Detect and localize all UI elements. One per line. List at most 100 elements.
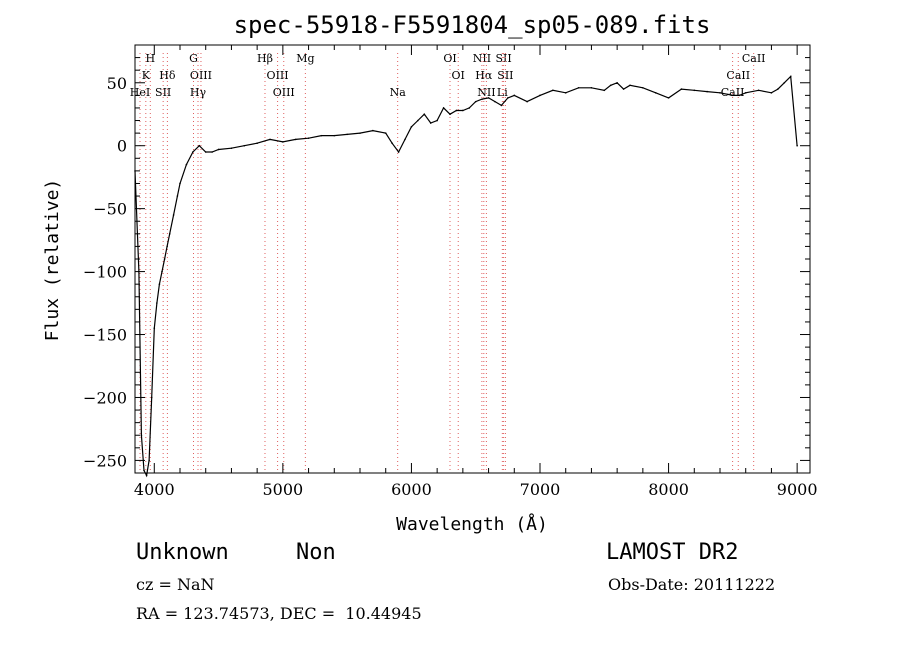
x-tick-label: 5000: [262, 480, 303, 499]
spectrum-point: [294, 138, 297, 141]
line-marker-label: CaII: [742, 52, 766, 65]
y-tick-label: −150: [83, 326, 127, 345]
x-tick-label: 8000: [648, 480, 689, 499]
spectrum-point: [384, 132, 387, 134]
spectrum-point: [732, 94, 734, 97]
x-axis-label: Wavelength (Å): [396, 513, 548, 535]
line-marker-label: OI: [452, 69, 465, 82]
spectrum-point: [487, 97, 490, 99]
spectrum-point: [168, 233, 171, 235]
line-marker-label: OIII: [273, 86, 295, 99]
spectrum-point: [462, 109, 464, 112]
spectrum-point: [156, 302, 158, 304]
line-marker-label: Hβ: [257, 52, 273, 65]
spectrum-point: [166, 245, 168, 248]
spectrum-point: [513, 94, 516, 97]
x-tick-label: 4000: [134, 480, 175, 499]
spectrum-point: [577, 87, 580, 89]
spectrum-point: [211, 151, 213, 153]
spectrum-point: [603, 89, 606, 92]
line-marker-label: Hδ: [159, 69, 176, 82]
line-marker-label: CaII: [721, 86, 745, 99]
spectrum-point: [783, 81, 786, 84]
spectrum-point: [738, 94, 741, 97]
spectrum-point: [256, 142, 258, 144]
spectrum-series-line: [134, 75, 798, 478]
spectrum-point: [198, 144, 201, 147]
spectrum-point: [481, 98, 483, 100]
spectrum-point: [500, 104, 503, 107]
spectrum-point: [590, 87, 593, 89]
y-tick-label: 50: [107, 74, 127, 93]
coordinates: RA = 123.74573, DEC = 10.44945: [136, 604, 422, 623]
series-layer: [134, 75, 798, 478]
spectrum-point: [372, 129, 374, 132]
x-tick-label: 6000: [391, 480, 432, 499]
spectrum-point: [468, 107, 471, 109]
spectrum-point: [204, 151, 207, 153]
y-tick-label: −100: [83, 263, 127, 282]
line-marker-label: CaII: [726, 69, 750, 82]
spectrum-point: [539, 94, 541, 97]
obs-date: Obs-Date: 20111222: [608, 575, 776, 594]
spectrum-point: [622, 88, 625, 90]
spectrum-point: [442, 107, 445, 109]
line-marker-label: H: [146, 52, 156, 65]
spectrum-point: [706, 90, 708, 93]
spectrum-point: [333, 134, 336, 137]
spectrum-point: [410, 126, 413, 128]
spectrum-point: [642, 87, 644, 89]
spectrum-point: [243, 144, 246, 147]
spectrum-point: [474, 100, 477, 103]
spectrum-point: [719, 92, 721, 94]
y-tick-label: −200: [83, 388, 127, 407]
spectrum-point: [320, 134, 323, 137]
spectrum-point: [616, 81, 618, 84]
spectrum-point: [148, 459, 150, 462]
spectrum-point: [609, 84, 612, 87]
spectrum-point: [153, 327, 156, 330]
spectrum-point: [449, 113, 451, 116]
line-marker-label: NII: [473, 52, 491, 65]
spectrum-point: [417, 119, 419, 122]
line-marker-label: OIII: [190, 69, 212, 82]
line-marker-label: Li: [497, 86, 508, 99]
line-marker-label: NII: [477, 86, 495, 99]
line-marker-label: Hγ: [190, 86, 207, 99]
spectrum-point: [158, 283, 161, 285]
spectrum-point: [161, 270, 163, 273]
spectrum-point: [654, 92, 657, 94]
spectrum-point: [282, 141, 284, 143]
spectrum-point: [163, 258, 166, 260]
spectrum-point: [230, 147, 233, 150]
spectrum-point: [176, 195, 179, 197]
spectrum-point: [680, 88, 683, 90]
spectrum-point: [796, 144, 798, 147]
spectrum-point: [217, 148, 220, 151]
spectrum-point: [391, 142, 393, 144]
x-tick-label: 9000: [777, 480, 818, 499]
line-marker-label: Na: [390, 86, 407, 99]
spectrum-point: [307, 137, 310, 139]
spectrum-point: [172, 214, 175, 216]
y-axis-label: Flux (relative): [42, 179, 63, 342]
subclass-label: Non: [296, 540, 336, 565]
spectrum-point: [436, 119, 438, 122]
chart-title: spec-55918-F5591804_sp05-089.fits: [234, 11, 711, 39]
axes: 4000 5000 6000 7000 8000 9000 50 0 −50 −100 −150 −2…: [83, 44, 818, 499]
spectrum-point: [629, 84, 631, 87]
line-marker-label: OI: [443, 52, 456, 65]
spectrum-point: [693, 89, 696, 92]
spectrum-point: [667, 97, 670, 99]
spectrum-point: [185, 163, 188, 166]
spectrum-point: [455, 109, 458, 112]
line-marker-label: SII: [497, 69, 513, 82]
line-marker-label: G: [189, 52, 198, 65]
spectrum-point: [552, 89, 554, 92]
survey-label: LAMOST DR2: [606, 540, 739, 565]
spectrum-point: [507, 97, 509, 99]
spectrum-point: [145, 474, 148, 477]
line-marker-label: K: [142, 69, 151, 82]
line-marker-label: Hα: [475, 69, 493, 82]
